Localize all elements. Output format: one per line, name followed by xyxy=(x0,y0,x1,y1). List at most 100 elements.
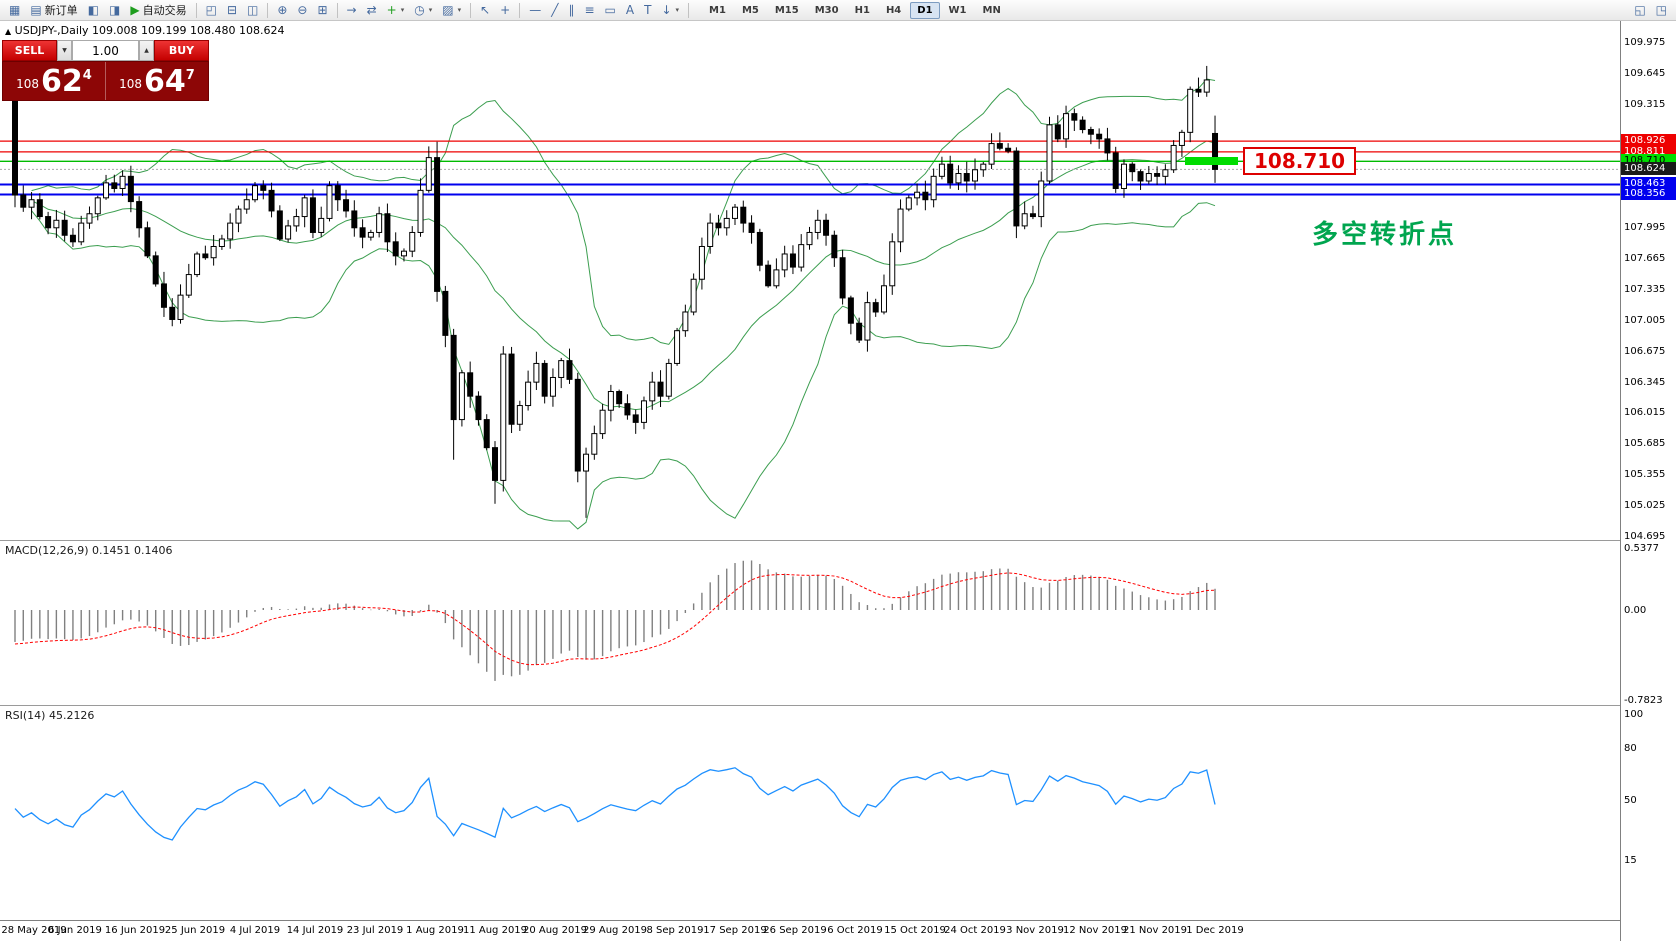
shapes-icon[interactable]: ▭ xyxy=(600,1,621,19)
symbol-marker-icon: ▲ xyxy=(5,27,12,36)
toolbar-right: ◱ ◳ xyxy=(1629,1,1672,19)
buy-price-pip: 7 xyxy=(185,68,195,83)
crosshair-icon[interactable]: + xyxy=(495,1,515,19)
channel-icon[interactable]: ∥ xyxy=(563,1,579,19)
pane-separator[interactable] xyxy=(0,540,1676,541)
buy-button[interactable]: BUY xyxy=(154,40,209,61)
timeframe-m30[interactable]: M30 xyxy=(814,4,839,16)
arrows-icon: ↓ xyxy=(661,3,672,17)
tile-cascade-icon: ◰ xyxy=(205,3,217,17)
tile-cascade-icon[interactable]: ◰ xyxy=(201,1,222,19)
time-axis-label: 20 Aug 2019 xyxy=(522,925,588,936)
add-indicator-button[interactable]: + ▾ xyxy=(382,1,410,19)
new-order-icon: ▤ xyxy=(30,3,42,17)
horizontal-line-icon[interactable]: — xyxy=(524,1,546,19)
macd-pane-svg[interactable] xyxy=(0,541,1620,705)
timeframe-w1[interactable]: W1 xyxy=(948,4,967,16)
new-order-button[interactable]: ▤ 新订单 xyxy=(25,1,82,19)
navigator-icon: ◨ xyxy=(109,3,121,17)
toolbar: ▦ ▤ 新订单 ◧ ◨ ▶ 自动交易 ◰ ⊟ ◫ ⊕ ⊖ ⊞ → ⇄ + ▾ ◷ ▾ ▨ ▾ ↖ + — ╱ ∥ ≡ ▭ A T ↓ ▾ M1… xyxy=(0,0,1676,21)
pivot-highlight-bar[interactable] xyxy=(1185,157,1238,166)
time-axis-label: 1 Aug 2019 xyxy=(406,925,464,936)
timeframe-m1[interactable]: M1 xyxy=(709,4,726,16)
arrows-icon[interactable]: ↓ ▾ xyxy=(656,1,684,19)
buy-price-big: 64 xyxy=(144,64,186,99)
fibonacci-icon[interactable]: ≡ xyxy=(579,1,599,19)
volume-input[interactable] xyxy=(72,40,139,61)
trendline-icon[interactable]: ╱ xyxy=(546,1,563,19)
time-axis-label: 3 Nov 2019 xyxy=(1006,925,1064,936)
grid-icon: ⊞ xyxy=(317,3,328,17)
time-axis-label: 12 Nov 2019 xyxy=(1062,925,1128,936)
add-indicator-icon: + xyxy=(386,3,397,17)
pane-separator[interactable] xyxy=(0,705,1676,706)
price-chart-svg[interactable] xyxy=(0,21,1620,540)
new-chart-button[interactable]: ▦ xyxy=(4,1,25,19)
time-axis-label: 16 Jun 2019 xyxy=(104,925,166,936)
timeframe-d1[interactable]: D1 xyxy=(910,1,940,19)
auto-scroll-icon[interactable]: → xyxy=(342,1,362,19)
text-icon[interactable]: A xyxy=(621,1,639,19)
navigator-icon[interactable]: ◨ xyxy=(104,1,125,19)
trendline-icon: ╱ xyxy=(551,3,559,17)
tile-vertical-icon[interactable]: ◫ xyxy=(242,1,263,19)
templates-icon: ▨ xyxy=(442,3,454,17)
timeframe-mn[interactable]: MN xyxy=(982,4,1001,16)
price-display: 108 62 4 108 64 7 xyxy=(2,61,209,101)
price-axis-label: 109.645 xyxy=(1624,67,1666,79)
chart-shift-icon[interactable]: ⇄ xyxy=(362,1,382,19)
grid-icon[interactable]: ⊞ xyxy=(312,1,332,19)
price-level-label: 108.926 xyxy=(1621,134,1676,148)
buy-price[interactable]: 108 64 7 xyxy=(106,62,208,100)
toolbar-separator xyxy=(336,2,338,18)
cursor-icon[interactable]: ↖ xyxy=(475,1,495,19)
periodicity-button[interactable]: ◷ ▾ xyxy=(409,1,437,19)
time-axis-label: 14 Jul 2019 xyxy=(286,925,344,936)
ohlc-values: 109.008 109.199 108.480 108.624 xyxy=(92,24,285,37)
time-axis-label: 26 Sep 2019 xyxy=(763,925,827,936)
candles xyxy=(12,65,1219,518)
docking-icon[interactable]: ◳ xyxy=(1651,1,1672,19)
trade-controls-row: SELL ▼ ▲ BUY xyxy=(2,40,209,61)
dropdown-caret-icon: ▾ xyxy=(675,6,680,14)
rsi-pane-svg[interactable] xyxy=(0,706,1620,920)
market-watch-icon[interactable]: ◧ xyxy=(83,1,104,19)
chart-window: ▲ USDJPY-,Daily 109.008 109.199 108.480 … xyxy=(0,21,1676,941)
zoom-in-icon[interactable]: ⊕ xyxy=(272,1,292,19)
pivot-price-callout[interactable]: 108.710 xyxy=(1243,147,1357,176)
rsi-axis-label: 80 xyxy=(1624,743,1637,755)
sell-button[interactable]: SELL xyxy=(2,40,57,61)
docking-icon: ◳ xyxy=(1655,3,1667,17)
sell-price-big: 62 xyxy=(41,64,83,99)
price-axis-label: 106.345 xyxy=(1624,376,1666,388)
time-axis-label: 15 Oct 2019 xyxy=(884,925,946,936)
annotation-text[interactable]: 多空转折点 xyxy=(1312,220,1458,250)
volume-up-button[interactable]: ▲ xyxy=(139,40,154,61)
price-axis-label: 107.665 xyxy=(1624,253,1666,265)
price-axis[interactable]: 109.975 109.645 109.315 107.995 107.665 107.3… xyxy=(1620,21,1676,941)
level-lines[interactable] xyxy=(0,140,1620,196)
time-axis-label: 24 Oct 2019 xyxy=(944,925,1006,936)
sell-price[interactable]: 108 62 4 xyxy=(3,62,106,100)
label-icon[interactable]: T xyxy=(639,1,656,19)
toolbar-separator xyxy=(195,2,197,18)
time-axis[interactable]: 28 May 2019 6 Jun 2019 16 Jun 2019 25 Jun 2… xyxy=(0,920,1620,941)
tile-vertical-icon: ◫ xyxy=(247,3,259,17)
timeframe-h4[interactable]: H4 xyxy=(885,4,902,16)
timeframe-m5[interactable]: M5 xyxy=(741,4,759,16)
symbol-title: USDJPY-,Daily xyxy=(14,24,89,37)
chart-shift-icon: ⇄ xyxy=(366,3,377,17)
zoom-out-icon[interactable]: ⊖ xyxy=(292,1,312,19)
market-watch-icon: ◧ xyxy=(87,3,100,17)
channel-icon: ∥ xyxy=(568,3,575,17)
autotrading-button[interactable]: ▶ 自动交易 xyxy=(125,1,191,19)
tile-horizontal-icon[interactable]: ⊟ xyxy=(222,1,242,19)
volume-down-button[interactable]: ▼ xyxy=(57,40,72,61)
fibonacci-icon: ≡ xyxy=(584,3,595,17)
timeframe-h1[interactable]: H1 xyxy=(854,4,870,16)
charts-bar-icon[interactable]: ◱ xyxy=(1629,1,1650,19)
templates-button[interactable]: ▨ ▾ xyxy=(437,1,466,19)
toolbar-left: ▦ ▤ 新订单 ◧ ◨ ▶ 自动交易 ◰ ⊟ ◫ ⊕ ⊖ ⊞ → ⇄ + ▾ ◷ ▾ ▨ ▾ ↖ + — ╱ ∥ ≡ ▭ A T ↓ ▾ xyxy=(4,1,693,19)
periodicity-icon: ◷ xyxy=(414,3,425,17)
timeframe-m15[interactable]: M15 xyxy=(774,4,799,16)
